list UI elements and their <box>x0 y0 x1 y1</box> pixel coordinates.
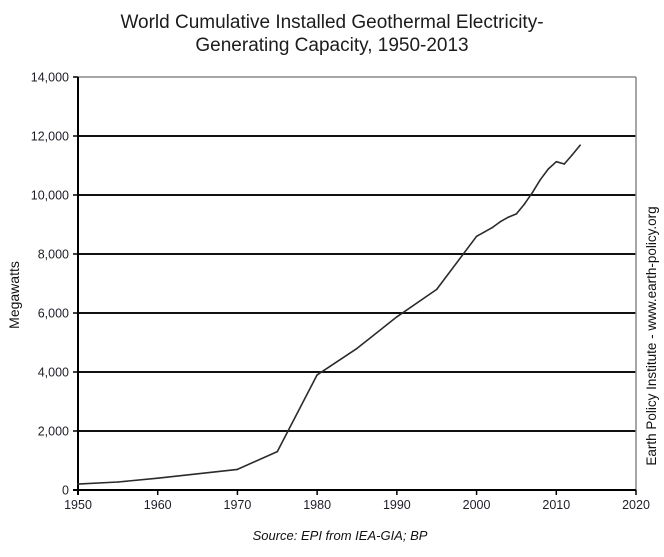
data-point <box>117 481 119 483</box>
series-group <box>77 144 581 485</box>
y-tick-label: 2,000 <box>38 425 69 439</box>
x-axis-ticks: 1950 1960 1970 1980 1990 2000 2010 2020 <box>64 490 650 512</box>
y-tick-label: 6,000 <box>38 307 69 321</box>
x-tick-label: 1990 <box>383 498 411 512</box>
source-note: Source: EPI from IEA-GIA; BP <box>253 528 428 543</box>
data-point <box>571 154 574 156</box>
data-point <box>531 191 534 194</box>
data-point <box>491 226 494 229</box>
data-point <box>499 220 502 223</box>
data-point <box>539 178 542 181</box>
data-point <box>579 144 581 146</box>
data-point <box>547 168 550 170</box>
data-point <box>507 216 510 218</box>
data-point <box>515 213 518 215</box>
data-point <box>236 468 239 471</box>
data-point <box>523 203 526 205</box>
data-point <box>396 316 398 318</box>
data-point <box>555 160 558 163</box>
y-tick-label: 4,000 <box>38 366 69 380</box>
data-point <box>356 347 358 350</box>
data-point <box>563 163 566 165</box>
y-axis-ticks: 0 2,000 4,000 6,000 8,000 10,000 12,000 14,000 <box>31 71 78 498</box>
credit-label: Earth Policy Institute - www.earth-polic… <box>644 206 659 465</box>
y-tick-label: 0 <box>62 484 69 498</box>
x-tick-label: 1970 <box>224 498 252 512</box>
gridlines <box>78 135 636 432</box>
data-point <box>316 374 318 376</box>
x-tick-label: 1980 <box>303 498 331 512</box>
data-point <box>276 450 279 453</box>
y-tick-label: 14,000 <box>31 71 69 85</box>
data-point <box>77 483 79 485</box>
x-tick-label: 1960 <box>144 498 172 512</box>
series-line-0 <box>77 144 581 485</box>
x-tick-label: 2000 <box>463 498 491 512</box>
chart-title-line-2: Generating Capacity, 1950-2013 <box>195 35 469 56</box>
data-point <box>196 472 199 475</box>
data-point <box>156 477 159 480</box>
data-point <box>475 235 478 238</box>
y-tick-label: 10,000 <box>31 189 69 203</box>
x-tick-label: 1950 <box>64 498 92 512</box>
y-axis-label: Megawatts <box>6 261 22 329</box>
data-point <box>483 231 486 233</box>
x-tick-label: 2010 <box>542 498 570 512</box>
x-tick-label: 2020 <box>622 498 650 512</box>
y-tick-label: 8,000 <box>38 248 69 262</box>
chart-title-line-1: World Cumulative Installed Geothermal El… <box>120 12 544 33</box>
data-point <box>435 288 438 291</box>
y-tick-label: 12,000 <box>31 130 69 144</box>
